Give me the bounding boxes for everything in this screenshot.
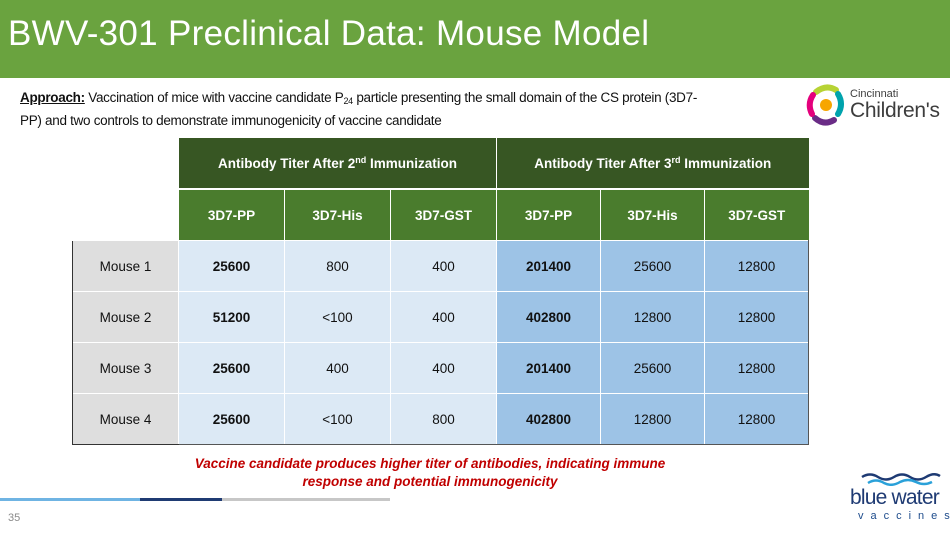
table-corner xyxy=(72,189,179,241)
table-cell: <100 xyxy=(284,291,391,343)
table-cell: 12800 xyxy=(600,291,705,343)
cincinnati-childrens-logo: Cincinnati Children's xyxy=(806,82,946,134)
table-row: Mouse 3 25600 400 400 201400 25600 12800 xyxy=(72,342,809,394)
table-cell: 12800 xyxy=(704,393,809,445)
approach-text: Approach: Vaccination of mice with vacci… xyxy=(20,88,720,130)
table-cell: 201400 xyxy=(496,240,601,292)
page-number: 35 xyxy=(8,512,21,524)
table-group-header-row: Antibody Titer After 2nd Immunization An… xyxy=(72,138,809,190)
approach-label: Approach: xyxy=(20,90,85,105)
table-cell: 400 xyxy=(390,240,497,292)
column-header: 3D7-GST xyxy=(704,189,809,241)
column-header: 3D7-His xyxy=(284,189,391,241)
row-label: Mouse 4 xyxy=(72,393,179,445)
group-header-2nd: Antibody Titer After 2nd Immunization xyxy=(178,138,497,190)
table-row: Mouse 1 25600 800 400 201400 25600 12800 xyxy=(72,240,809,292)
cincinnati-childrens-emblem-icon xyxy=(806,84,844,126)
table-cell: 51200 xyxy=(178,291,285,343)
antibody-titer-table: Antibody Titer After 2nd Immunization An… xyxy=(72,138,809,445)
conclusion-text: Vaccine candidate produces higher titer … xyxy=(140,455,720,491)
blue-water-vaccines-logo: blue water vaccines xyxy=(848,472,950,528)
table-cell: 12800 xyxy=(600,393,705,445)
table-cell: 12800 xyxy=(704,240,809,292)
group-header-3rd: Antibody Titer After 3rd Immunization xyxy=(496,138,809,190)
title-bar: BWV-301 Preclinical Data: Mouse Model xyxy=(0,0,950,78)
table-cell: 25600 xyxy=(178,342,285,394)
blue-water-tagline: vaccines xyxy=(858,510,950,522)
approach-subscript: 24 xyxy=(343,96,353,106)
approach-body-1: Vaccination of mice with vaccine candida… xyxy=(84,90,344,105)
table-cell: 25600 xyxy=(178,240,285,292)
table-cell: 400 xyxy=(390,291,497,343)
table-corner xyxy=(72,138,179,189)
approach-body-2: particle presenting the small domain of … xyxy=(20,90,698,128)
row-label: Mouse 2 xyxy=(72,291,179,343)
table-cell: 400 xyxy=(284,342,391,394)
column-header: 3D7-His xyxy=(600,189,705,241)
column-header: 3D7-PP xyxy=(496,189,601,241)
conclusion-line-2: response and potential immunogenicity xyxy=(302,474,558,489)
table-cell: 402800 xyxy=(496,291,601,343)
table-row: Mouse 2 51200 <100 400 402800 12800 1280… xyxy=(72,291,809,343)
table-cell: 800 xyxy=(284,240,391,292)
table-cell: 25600 xyxy=(600,240,705,292)
blue-water-name: blue water xyxy=(850,486,940,509)
table-cell: 201400 xyxy=(496,342,601,394)
table-cell: 12800 xyxy=(704,342,809,394)
cincinnati-logo-main: Children's xyxy=(850,99,940,122)
column-header: 3D7-PP xyxy=(178,189,285,241)
row-label: Mouse 1 xyxy=(72,240,179,292)
table-cell: 400 xyxy=(390,342,497,394)
conclusion-line-1: Vaccine candidate produces higher titer … xyxy=(194,456,666,471)
row-label: Mouse 3 xyxy=(72,342,179,394)
footer-divider xyxy=(0,498,390,501)
table-cell: <100 xyxy=(284,393,391,445)
table-cell: 402800 xyxy=(496,393,601,445)
table-row: Mouse 4 25600 <100 800 402800 12800 1280… xyxy=(72,393,809,445)
table-cell: 800 xyxy=(390,393,497,445)
column-header: 3D7-GST xyxy=(390,189,497,241)
slide-title: BWV-301 Preclinical Data: Mouse Model xyxy=(8,14,650,53)
table-cell: 25600 xyxy=(178,393,285,445)
cincinnati-logo-top: Cincinnati xyxy=(850,88,899,100)
wave-icon xyxy=(861,473,941,486)
table-column-header-row: 3D7-PP 3D7-His 3D7-GST 3D7-PP 3D7-His 3D… xyxy=(72,189,809,241)
table-cell: 25600 xyxy=(600,342,705,394)
table-cell: 12800 xyxy=(704,291,809,343)
